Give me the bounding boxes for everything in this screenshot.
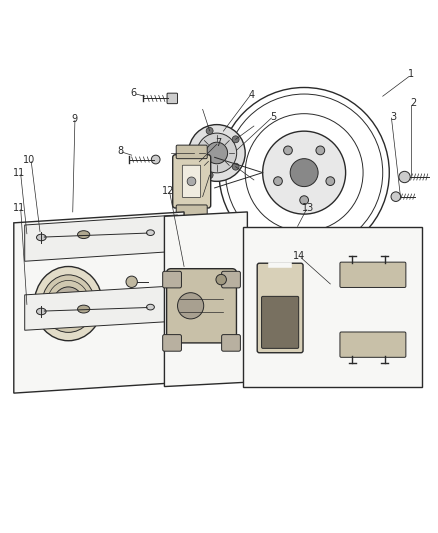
Circle shape — [290, 159, 318, 187]
Circle shape — [216, 274, 226, 285]
Text: 8: 8 — [118, 146, 124, 156]
Text: 14: 14 — [293, 252, 305, 262]
Text: 4: 4 — [248, 90, 254, 100]
Circle shape — [391, 192, 401, 201]
Text: 10: 10 — [23, 156, 35, 165]
Circle shape — [300, 196, 308, 205]
Text: 9: 9 — [72, 114, 78, 124]
Circle shape — [206, 172, 213, 179]
Text: 1: 1 — [408, 69, 414, 79]
FancyBboxPatch shape — [340, 332, 406, 357]
Ellipse shape — [78, 231, 90, 239]
FancyBboxPatch shape — [162, 335, 181, 351]
Text: 3: 3 — [391, 112, 397, 122]
Text: 12: 12 — [162, 186, 174, 196]
Text: 2: 2 — [410, 98, 417, 108]
Ellipse shape — [36, 234, 46, 241]
Circle shape — [177, 293, 204, 319]
Circle shape — [399, 171, 410, 183]
FancyBboxPatch shape — [340, 262, 406, 287]
FancyBboxPatch shape — [166, 269, 237, 343]
Ellipse shape — [42, 275, 95, 333]
Circle shape — [284, 146, 292, 155]
Text: 6: 6 — [131, 88, 137, 98]
Circle shape — [232, 136, 239, 143]
Text: 7: 7 — [215, 138, 221, 148]
Text: 5: 5 — [270, 112, 276, 122]
Polygon shape — [164, 212, 247, 386]
Circle shape — [126, 276, 138, 287]
Circle shape — [232, 163, 239, 170]
FancyBboxPatch shape — [222, 271, 240, 288]
Polygon shape — [25, 215, 177, 261]
Ellipse shape — [147, 304, 154, 310]
Polygon shape — [14, 212, 184, 393]
Ellipse shape — [36, 308, 46, 315]
FancyBboxPatch shape — [261, 296, 299, 349]
Circle shape — [197, 133, 237, 173]
Text: 11: 11 — [13, 168, 25, 178]
Ellipse shape — [53, 287, 84, 320]
Text: 13: 13 — [301, 204, 314, 213]
Circle shape — [151, 155, 160, 164]
FancyBboxPatch shape — [257, 263, 303, 353]
Text: 11: 11 — [13, 203, 25, 213]
Circle shape — [316, 146, 325, 155]
FancyBboxPatch shape — [167, 93, 177, 103]
Ellipse shape — [34, 266, 102, 341]
Circle shape — [187, 177, 196, 185]
FancyBboxPatch shape — [162, 271, 181, 288]
FancyBboxPatch shape — [176, 145, 207, 159]
FancyBboxPatch shape — [222, 335, 240, 351]
Circle shape — [274, 177, 283, 185]
Circle shape — [188, 125, 245, 181]
Polygon shape — [25, 286, 177, 330]
Polygon shape — [243, 227, 422, 386]
Circle shape — [263, 131, 346, 214]
Circle shape — [326, 177, 335, 185]
FancyBboxPatch shape — [182, 165, 201, 198]
Circle shape — [206, 142, 228, 164]
Ellipse shape — [147, 230, 154, 236]
Ellipse shape — [78, 305, 90, 313]
FancyBboxPatch shape — [173, 155, 211, 208]
Circle shape — [190, 149, 197, 157]
FancyBboxPatch shape — [176, 205, 207, 219]
Circle shape — [206, 127, 213, 134]
